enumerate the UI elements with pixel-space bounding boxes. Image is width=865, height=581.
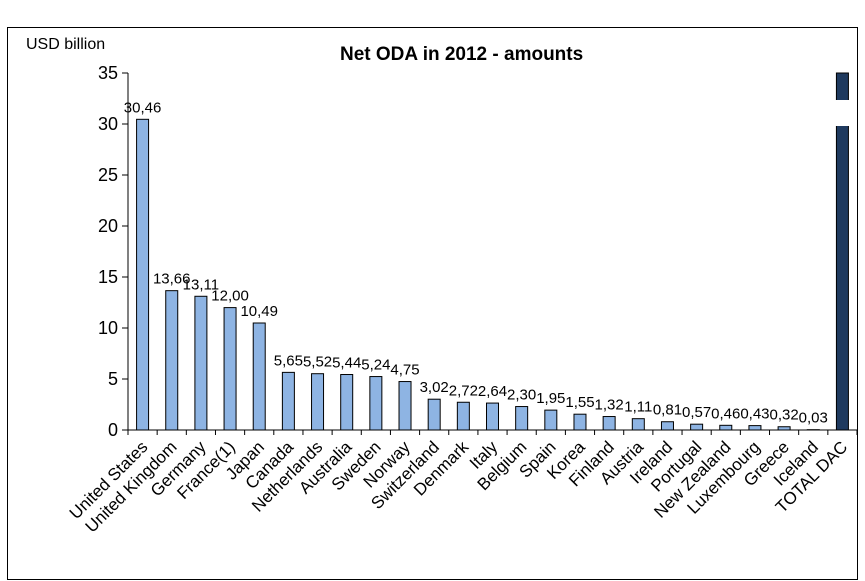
y-axis: 0 5 10 15 20 25 30 35 (98, 63, 129, 440)
data-label: 10,49 (240, 303, 278, 320)
y-tick-label: 15 (98, 267, 118, 287)
y-tick-label: 30 (98, 114, 118, 134)
data-label: 13,66 (153, 271, 191, 288)
bar (340, 374, 354, 431)
bar (252, 322, 266, 431)
data-label: 0,32 (769, 407, 798, 424)
data-label: 4,75 (390, 362, 419, 379)
bar (281, 371, 295, 431)
y-tick-label: 35 (98, 63, 118, 83)
data-label: 5,44 (332, 355, 361, 372)
bar (631, 418, 645, 431)
data-label: 1,11 (624, 399, 652, 416)
data-label: 1,32 (595, 397, 624, 414)
bar (369, 376, 383, 431)
data-label: 0,43 (740, 406, 769, 423)
bars (136, 72, 851, 431)
bar (427, 398, 441, 431)
data-label: 5,52 (303, 354, 332, 371)
bar (165, 290, 179, 431)
bar (544, 409, 558, 431)
y-tick-label: 25 (98, 165, 118, 185)
bar (719, 424, 733, 431)
bar (602, 416, 616, 431)
data-label: 12,00 (211, 288, 249, 305)
chart-title: Net ODA in 2012 - amounts (340, 44, 584, 65)
y-axis-unit-label: USD billion (26, 36, 106, 53)
data-label: 5,65 (274, 352, 303, 369)
bar (573, 413, 587, 431)
bar (748, 425, 762, 431)
data-label: 5,24 (361, 357, 390, 374)
bar (690, 423, 704, 431)
data-label: 0,46 (711, 405, 740, 422)
bar (194, 295, 208, 431)
y-tick-label: 20 (98, 216, 118, 236)
data-label: 0,81 (653, 402, 682, 419)
bar (311, 373, 325, 431)
y-tick-label: 0 (108, 420, 118, 440)
bar (136, 118, 150, 431)
data-label: 0,57 (682, 404, 711, 421)
bar (660, 421, 674, 431)
data-label: 2,72 (449, 382, 478, 399)
bar (486, 402, 499, 431)
data-label: 30,46 (124, 99, 162, 116)
data-label: 2,64 (478, 383, 507, 400)
y-tick-label: 5 (108, 369, 118, 389)
x-axis (127, 429, 858, 435)
data-label: 1,95 (536, 390, 565, 407)
data-label: 2,30 (507, 387, 536, 404)
data-label: 0,03 (799, 410, 828, 427)
bar (456, 401, 470, 431)
total-label-box (824, 100, 851, 126)
data-label: 3,02 (420, 379, 449, 396)
bar (398, 381, 412, 431)
data-label: 1,55 (565, 394, 594, 411)
data-label: 13,11 (183, 276, 219, 293)
y-tick-label: 10 (98, 318, 118, 338)
bar (835, 72, 849, 431)
bar (515, 406, 529, 431)
bar (223, 307, 237, 431)
